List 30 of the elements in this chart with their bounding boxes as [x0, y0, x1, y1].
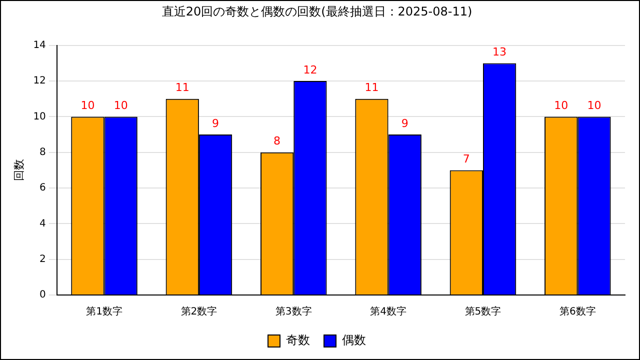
- y-tick-label: 2: [40, 254, 46, 265]
- data-label: 11: [364, 81, 379, 94]
- x-tick-label: 第4数字: [370, 306, 406, 318]
- x-tick-label: 第1数字: [86, 306, 122, 318]
- x-tick-label: 第3数字: [275, 306, 312, 318]
- data-label: 10: [554, 99, 568, 112]
- legend-label: 偶数: [342, 333, 366, 348]
- data-label: 10: [114, 99, 128, 112]
- data-label: 9: [212, 116, 220, 130]
- chart-title: 直近20回の奇数と偶数の回数(最終抽選日：2025-08-11): [162, 4, 472, 18]
- x-tick-label: 第5数字: [464, 306, 502, 318]
- data-label: 11: [175, 81, 190, 94]
- data-label: 10: [587, 99, 602, 112]
- data-label: 12: [303, 63, 318, 76]
- y-tick-label: 12: [33, 76, 46, 87]
- y-axis-title: 回数: [12, 159, 26, 182]
- x-tick-label: 第2数字: [180, 306, 218, 318]
- y-tick-label: 14: [33, 40, 46, 51]
- data-label: 8: [274, 134, 281, 148]
- y-tick-label: 4: [40, 218, 46, 230]
- data-label: 9: [401, 116, 408, 130]
- y-tick-label: 0: [40, 290, 46, 301]
- data-label: 13: [492, 46, 507, 59]
- y-tick-label: 10: [33, 111, 46, 122]
- y-tick-label: 6: [40, 182, 46, 194]
- legend-label: 奇数: [286, 333, 310, 348]
- data-label: 10: [80, 99, 95, 112]
- x-tick-label: 第6数字: [559, 306, 596, 318]
- y-tick-label: 8: [40, 146, 46, 158]
- data-label: 7: [462, 152, 470, 166]
